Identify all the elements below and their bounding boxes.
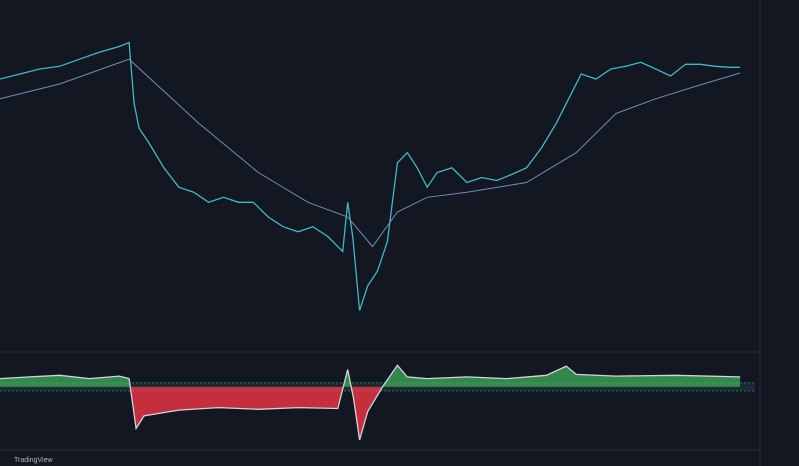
area-up	[0, 365, 741, 387]
series-line	[0, 364, 741, 441]
series-line	[0, 58, 741, 248]
watermark: TradingView	[14, 457, 53, 464]
area-down	[0, 386, 741, 440]
series-line	[0, 41, 741, 311]
